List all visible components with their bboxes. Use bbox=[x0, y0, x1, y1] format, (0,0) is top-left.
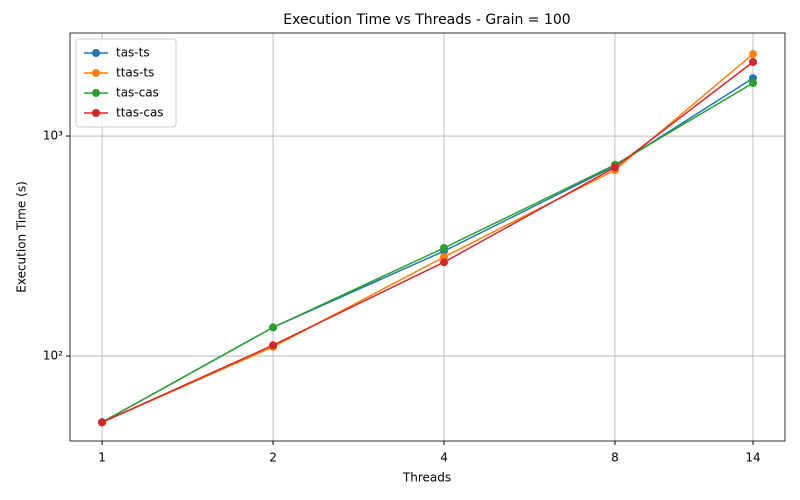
data-point bbox=[440, 258, 449, 267]
x-tick-label: 2 bbox=[269, 451, 277, 465]
x-tick-label: 1 bbox=[98, 451, 106, 465]
series-line bbox=[101, 53, 754, 423]
legend-box bbox=[75, 38, 177, 128]
series-line bbox=[101, 82, 754, 423]
x-tick-label: 14 bbox=[745, 451, 760, 465]
x-axis-label: Threads bbox=[402, 471, 451, 485]
data-point bbox=[269, 323, 278, 332]
legend-marker bbox=[92, 89, 100, 97]
plot-frame bbox=[69, 32, 786, 442]
legend-marker bbox=[92, 49, 100, 57]
data-point bbox=[748, 79, 757, 88]
legend-label: ttas-cas bbox=[116, 106, 164, 120]
x-tick-label: 4 bbox=[440, 451, 448, 465]
grid bbox=[70, 33, 785, 441]
y-tick-label: 10³ bbox=[43, 129, 63, 143]
series-line bbox=[101, 77, 754, 423]
legend-label: ttas-ts bbox=[116, 66, 154, 80]
legend-label: tas-ts bbox=[116, 46, 150, 60]
y-tick-label: 10² bbox=[43, 349, 63, 363]
data-point bbox=[98, 418, 107, 427]
chart-title: Execution Time vs Threads - Grain = 100 bbox=[283, 12, 570, 28]
data-point bbox=[748, 58, 757, 67]
legend-label: tas-cas bbox=[116, 86, 159, 100]
data-point bbox=[440, 243, 449, 252]
data-point bbox=[610, 163, 619, 172]
x-tick-label: 8 bbox=[611, 451, 619, 465]
data-point bbox=[269, 341, 278, 350]
legend-marker bbox=[92, 69, 100, 77]
data-point bbox=[748, 50, 757, 59]
legend-marker bbox=[92, 109, 100, 117]
y-axis-label: Execution Time (s) bbox=[15, 181, 29, 293]
